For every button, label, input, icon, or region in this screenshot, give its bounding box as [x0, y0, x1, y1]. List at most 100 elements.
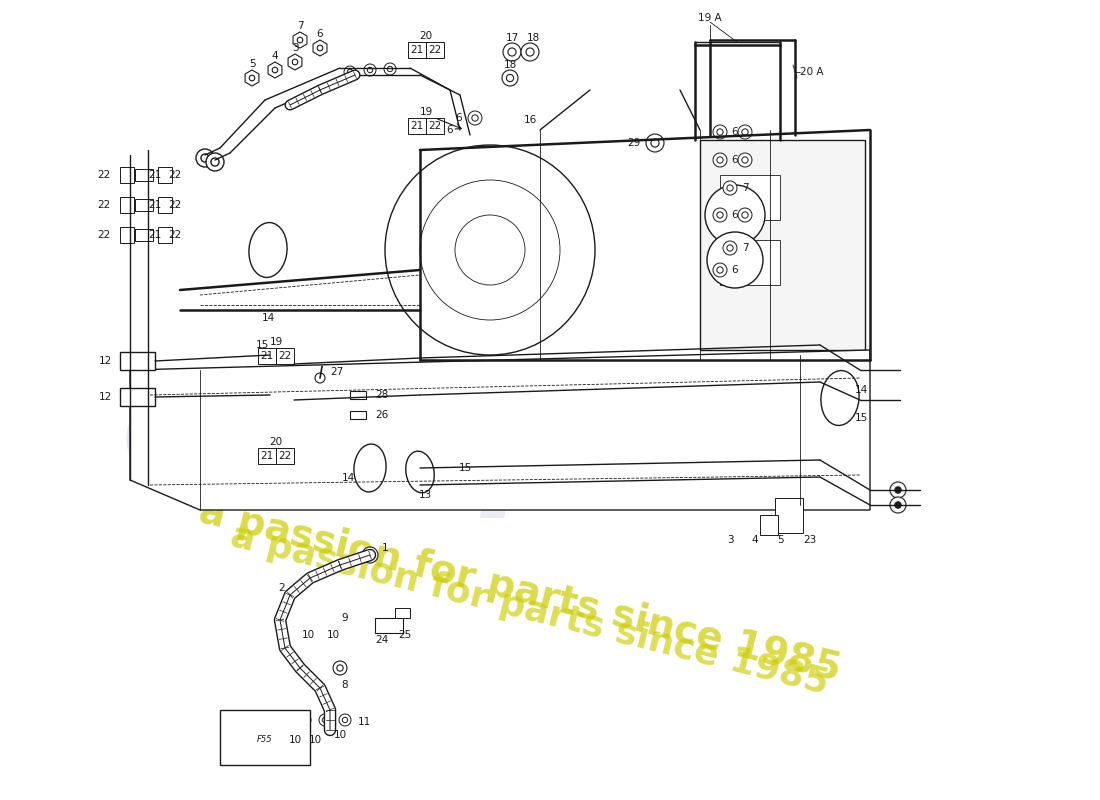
Text: 10: 10 — [333, 730, 346, 740]
Text: 12: 12 — [99, 356, 112, 366]
Circle shape — [741, 157, 748, 163]
Text: 27: 27 — [330, 367, 343, 377]
Circle shape — [367, 67, 373, 73]
Text: 14: 14 — [262, 313, 275, 323]
Circle shape — [713, 208, 727, 222]
Text: 4: 4 — [272, 51, 278, 61]
Text: a passion for parts since 1985: a passion for parts since 1985 — [195, 492, 845, 688]
Bar — [120, 197, 134, 213]
Circle shape — [339, 714, 351, 726]
Circle shape — [362, 547, 378, 563]
Text: 22: 22 — [168, 230, 182, 240]
Circle shape — [526, 48, 534, 56]
Circle shape — [713, 263, 727, 277]
Text: 24: 24 — [375, 635, 388, 645]
Text: 12: 12 — [99, 392, 112, 402]
Circle shape — [508, 48, 516, 56]
Circle shape — [723, 241, 737, 255]
Circle shape — [651, 139, 659, 147]
Circle shape — [302, 718, 308, 722]
Polygon shape — [293, 32, 307, 48]
Text: 10: 10 — [301, 630, 315, 640]
Text: 22: 22 — [428, 121, 441, 131]
Text: 14: 14 — [855, 385, 868, 395]
Text: 13: 13 — [418, 490, 431, 500]
Text: 14: 14 — [342, 473, 355, 483]
Text: 6: 6 — [447, 125, 453, 135]
Circle shape — [646, 134, 664, 152]
Circle shape — [317, 45, 322, 51]
Bar — [720, 175, 780, 220]
Circle shape — [503, 43, 521, 61]
Circle shape — [738, 208, 752, 222]
Circle shape — [705, 185, 764, 245]
Text: 21: 21 — [410, 121, 424, 131]
Circle shape — [385, 145, 595, 355]
Text: 10: 10 — [308, 735, 321, 745]
Text: a passion for parts since 1985: a passion for parts since 1985 — [228, 519, 833, 701]
Text: 6: 6 — [732, 155, 738, 165]
Text: 9: 9 — [341, 613, 348, 623]
Bar — [375, 618, 403, 633]
Circle shape — [384, 63, 396, 75]
Text: 3: 3 — [727, 535, 734, 545]
Circle shape — [738, 125, 752, 139]
Polygon shape — [350, 391, 366, 399]
Text: 19: 19 — [419, 107, 432, 117]
Text: 25: 25 — [398, 630, 411, 640]
Text: 15: 15 — [855, 413, 868, 423]
Bar — [408, 118, 444, 134]
Text: europ: europ — [125, 382, 582, 518]
Text: 5: 5 — [777, 535, 783, 545]
Text: 16: 16 — [524, 115, 537, 125]
Text: 6: 6 — [732, 210, 738, 220]
Circle shape — [727, 245, 733, 251]
Text: 1: 1 — [382, 543, 388, 553]
Circle shape — [387, 66, 393, 72]
Bar — [120, 167, 134, 183]
Text: 7: 7 — [741, 243, 748, 253]
Text: 21: 21 — [148, 200, 162, 210]
Text: 21: 21 — [261, 451, 274, 461]
Circle shape — [723, 181, 737, 195]
Circle shape — [717, 129, 723, 135]
Circle shape — [713, 125, 727, 139]
Text: 22: 22 — [278, 451, 292, 461]
Circle shape — [741, 129, 748, 135]
Circle shape — [364, 64, 376, 76]
Text: 7: 7 — [297, 21, 304, 31]
Circle shape — [366, 551, 374, 558]
Text: europ: europ — [120, 355, 623, 505]
Polygon shape — [130, 350, 870, 510]
Text: 15: 15 — [255, 340, 268, 350]
Text: 21: 21 — [261, 351, 274, 361]
Text: 23: 23 — [803, 535, 816, 545]
Bar — [720, 240, 780, 285]
Circle shape — [297, 37, 302, 42]
Circle shape — [727, 185, 733, 191]
Bar — [258, 448, 294, 464]
Ellipse shape — [354, 444, 386, 492]
Text: 18: 18 — [527, 33, 540, 43]
Circle shape — [472, 115, 478, 121]
Circle shape — [502, 70, 518, 86]
Bar — [776, 498, 803, 533]
Circle shape — [890, 482, 906, 498]
Text: 11: 11 — [358, 717, 372, 727]
Text: 22: 22 — [168, 170, 182, 180]
Bar — [158, 197, 172, 213]
Text: 17: 17 — [505, 33, 518, 43]
Text: 22: 22 — [168, 200, 182, 210]
Text: 6: 6 — [732, 265, 738, 275]
Circle shape — [741, 212, 748, 218]
Bar — [120, 227, 134, 243]
Circle shape — [717, 157, 723, 163]
Bar — [395, 608, 410, 618]
Bar — [220, 710, 310, 765]
Text: 10: 10 — [327, 630, 340, 640]
Polygon shape — [314, 40, 327, 56]
Text: 4: 4 — [751, 535, 758, 545]
Text: 5: 5 — [249, 59, 255, 69]
Bar — [700, 140, 865, 350]
Text: F55: F55 — [257, 735, 273, 745]
